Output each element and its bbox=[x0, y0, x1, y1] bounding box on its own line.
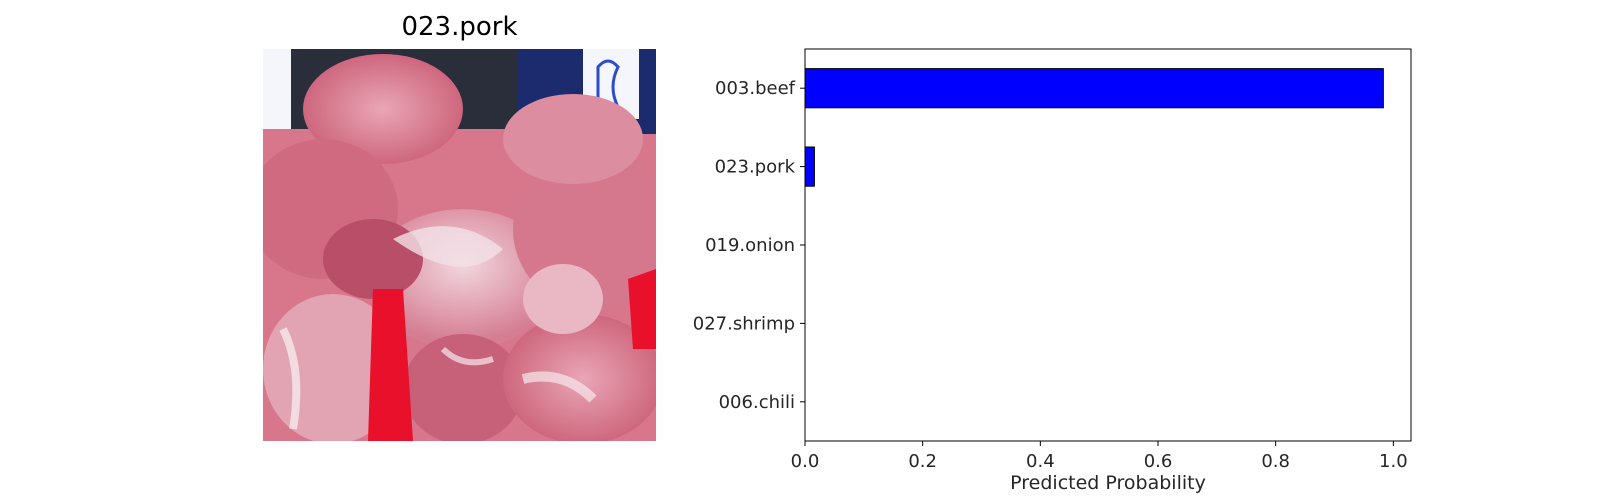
y-tick-label: 019.onion bbox=[705, 235, 795, 256]
image-title: 023.pork bbox=[401, 12, 518, 42]
y-tick-label: 006.chili bbox=[719, 392, 795, 413]
bars-group bbox=[804, 68, 1384, 187]
x-tick-label: 0.0 bbox=[791, 451, 820, 472]
bar-023.pork bbox=[804, 146, 815, 187]
x-tick-label: 0.4 bbox=[1026, 451, 1055, 472]
y-axis-ticks: 003.beef 023.pork 019.onion 027.shrimp 006.c… bbox=[693, 78, 805, 413]
x-tick-label: 0.2 bbox=[908, 451, 937, 472]
x-axis-ticks: 0.0 0.2 0.4 0.6 0.8 1.0 bbox=[791, 441, 1408, 472]
y-tick-label: 023.pork bbox=[715, 157, 796, 178]
bar-003.beef bbox=[804, 68, 1384, 109]
x-tick-label: 1.0 bbox=[1379, 451, 1408, 472]
x-tick-label: 0.8 bbox=[1261, 451, 1290, 472]
x-tick-label: 0.6 bbox=[1144, 451, 1173, 472]
y-tick-label: 003.beef bbox=[715, 78, 796, 99]
food-photo bbox=[263, 49, 656, 441]
x-axis-label: Predicted Probability bbox=[1010, 472, 1206, 494]
y-tick-label: 027.shrimp bbox=[693, 313, 795, 334]
